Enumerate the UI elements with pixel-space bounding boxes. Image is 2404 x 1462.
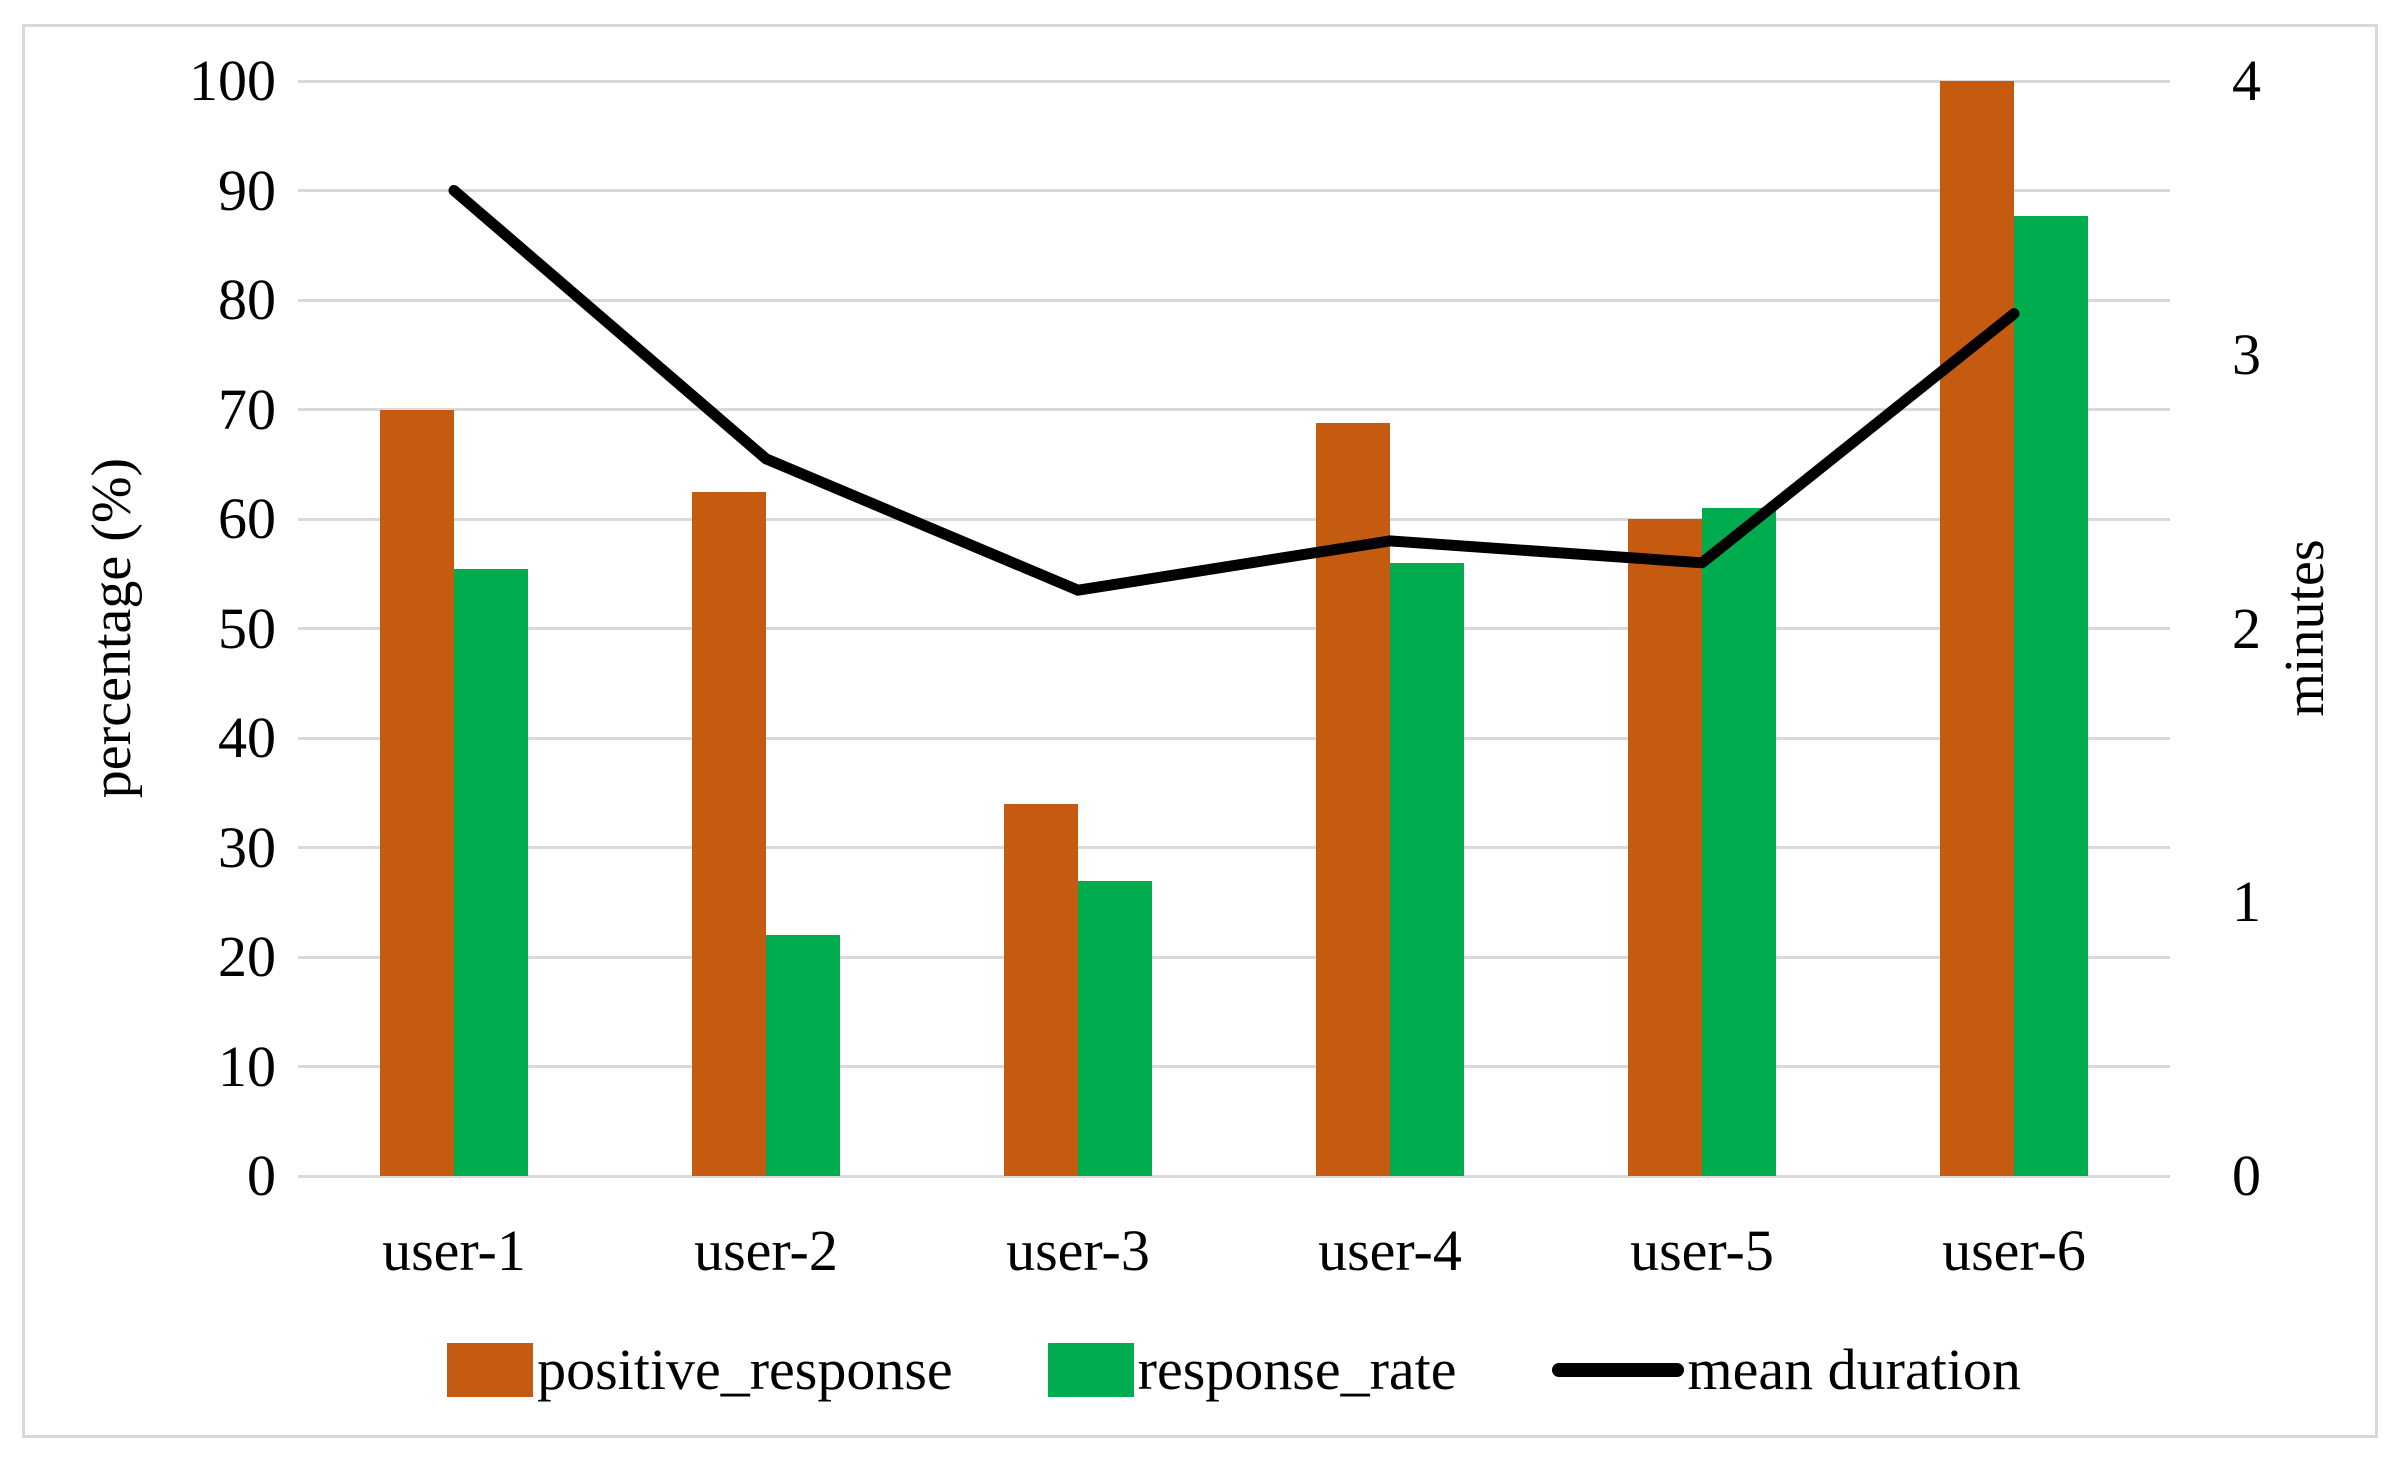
bar-positive_response-user-1 [380, 409, 454, 1176]
right-axis-title: minutes [2274, 539, 2336, 717]
bar-positive_response-user-6 [1940, 81, 2014, 1176]
left-axis-tick-90: 90 [218, 157, 276, 223]
gridline-80 [298, 298, 2170, 302]
left-axis-tick-40: 40 [218, 705, 276, 770]
gridline-50 [298, 627, 2170, 630]
chart-frame-border [22, 24, 2378, 1438]
bar-response_rate-user-5 [1702, 508, 1776, 1176]
bar-response_rate-user-4 [1390, 562, 1464, 1176]
left-axis-tick-10: 10 [218, 1033, 276, 1099]
legend-item-mean-duration: mean duration [1551, 1337, 2021, 1402]
gridline-0 [298, 1174, 2170, 1178]
legend: positive_response response_rate mean durat… [298, 1330, 2170, 1410]
left-axis-tick-80: 80 [218, 267, 276, 332]
bar-positive_response-user-5 [1628, 519, 1702, 1176]
x-axis-label-user-5: user-5 [1630, 1218, 1774, 1283]
bar-response_rate-user-3 [1078, 881, 1152, 1176]
legend-label: positive_response [537, 1337, 953, 1402]
x-axis-label-user-2: user-2 [694, 1218, 838, 1283]
gridline-40 [298, 736, 2170, 740]
legend-item-positive_response: positive_response [447, 1338, 953, 1402]
line-layer [448, 185, 2020, 596]
x-axis-label-user-4: user-4 [1318, 1218, 1462, 1283]
x-axis-label-user-6: user-6 [1942, 1218, 2086, 1283]
left-axis-tick-50: 50 [218, 595, 276, 661]
left-axis-tick-60: 60 [218, 486, 276, 551]
gridline-30 [298, 846, 2170, 849]
bar-response_rate-user-1 [454, 569, 528, 1176]
left-axis-tick-70: 70 [218, 376, 276, 442]
gridline-10 [298, 1065, 2170, 1068]
gridline-90 [298, 189, 2170, 192]
right-axis-tick-3: 3 [2232, 321, 2261, 387]
gridline-20 [298, 955, 2170, 959]
right-axis-tick-1: 1 [2232, 869, 2261, 935]
left-axis-tick-0: 0 [247, 1143, 276, 1208]
plot-area [298, 79, 2170, 1178]
bar-response_rate-user-6 [2014, 215, 2088, 1176]
right-axis-tick-4: 4 [2232, 48, 2261, 113]
gridline-70 [298, 408, 2170, 411]
left-axis-tick-30: 30 [218, 814, 276, 880]
left-axis-tick-20: 20 [218, 924, 276, 989]
left-axis-tick-100: 100 [189, 48, 276, 113]
x-axis-label-user-1: user-1 [382, 1218, 526, 1283]
gridline-60 [298, 517, 2170, 521]
legend-label: mean duration [1687, 1337, 2021, 1402]
right-axis-tick-0: 0 [2232, 1143, 2261, 1208]
legend-swatch-bar [447, 1343, 534, 1397]
legend-item-response_rate: response_rate [1047, 1337, 1457, 1402]
right-axis-tick-2: 2 [2232, 595, 2261, 661]
legend-label: response_rate [1137, 1337, 1457, 1402]
bar-positive_response-user-2 [692, 491, 766, 1176]
line-mean duration [448, 185, 2020, 596]
bar-response_rate-user-2 [766, 935, 840, 1176]
x-axis-label-user-3: user-3 [1006, 1218, 1150, 1283]
legend-swatch-line [1551, 1363, 1684, 1377]
gridline-100 [298, 79, 2170, 83]
bar-positive_response-user-3 [1004, 803, 1078, 1176]
legend-swatch-bar [1047, 1343, 1134, 1397]
